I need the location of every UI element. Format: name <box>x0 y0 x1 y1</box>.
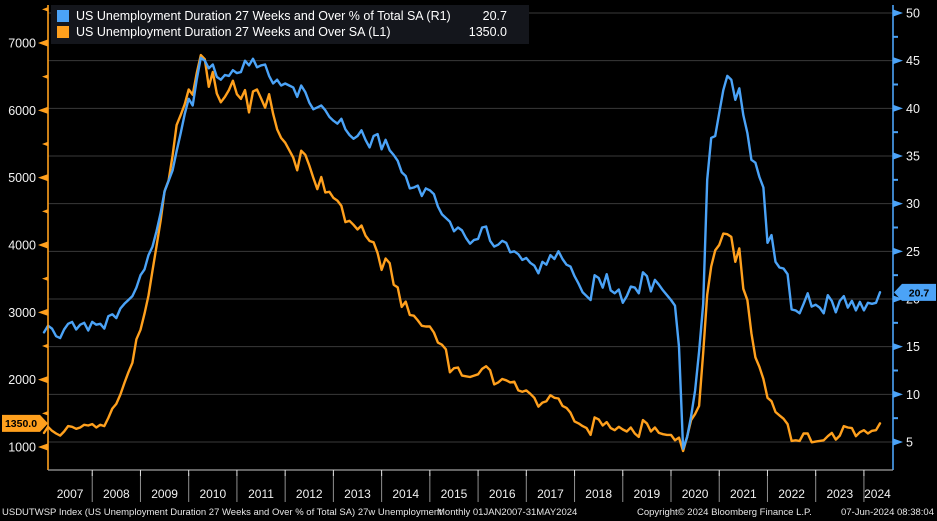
svg-text:2020: 2020 <box>682 487 709 501</box>
svg-text:2009: 2009 <box>151 487 178 501</box>
svg-text:10: 10 <box>906 388 920 402</box>
legend-row-share[interactable]: US Unemployment Duration 27 Weeks and Ov… <box>57 8 521 24</box>
svg-text:2018: 2018 <box>585 487 612 501</box>
status-bar: USDUTWSP Index (US Unemployment Duration… <box>0 504 937 521</box>
right-axis: 5101520253035404550 <box>892 5 920 470</box>
legend[interactable]: US Unemployment Duration 27 Weeks and Ov… <box>51 5 529 44</box>
svg-text:40: 40 <box>906 102 920 116</box>
svg-text:2008: 2008 <box>103 487 130 501</box>
svg-text:2017: 2017 <box>537 487 564 501</box>
svg-text:2007: 2007 <box>57 487 84 501</box>
x-axis-years: 2007 2008 2009 2010 2011 2012 2013 2014 2015 2016… <box>48 469 893 502</box>
svg-text:2000: 2000 <box>8 373 36 387</box>
svg-text:2023: 2023 <box>826 487 853 501</box>
svg-text:2013: 2013 <box>344 487 371 501</box>
security-description: USDUTWSP Index (US Unemployment Duration… <box>2 507 442 518</box>
svg-text:2014: 2014 <box>392 487 419 501</box>
orange-series-swatch-icon <box>57 26 69 38</box>
svg-text:1000: 1000 <box>8 441 36 455</box>
legend-value-share: 20.7 <box>482 9 507 23</box>
svg-text:30: 30 <box>906 197 920 211</box>
chart-period: Monthly 01JAN2007-31MAY2024 <box>437 507 578 518</box>
legend-label-share: US Unemployment Duration 27 Weeks and Ov… <box>76 9 451 23</box>
svg-text:6000: 6000 <box>8 104 36 118</box>
last-value-markers: 1350.0 20.7 <box>2 283 936 432</box>
svg-text:2021: 2021 <box>730 487 757 501</box>
svg-text:3000: 3000 <box>8 306 36 320</box>
svg-text:2022: 2022 <box>778 487 805 501</box>
left-axis: 1000 2000 3000 4000 5000 6000 7000 <box>8 5 49 470</box>
svg-text:2011: 2011 <box>248 487 274 501</box>
svg-text:4000: 4000 <box>8 239 36 253</box>
legend-value-level: 1350.0 <box>468 25 507 39</box>
svg-text:2012: 2012 <box>296 487 323 501</box>
svg-text:45: 45 <box>906 54 920 68</box>
svg-text:5: 5 <box>906 436 913 450</box>
svg-text:2010: 2010 <box>199 487 226 501</box>
svg-text:2016: 2016 <box>489 487 516 501</box>
svg-text:2015: 2015 <box>441 487 468 501</box>
svg-text:25: 25 <box>906 245 920 259</box>
blue-series-swatch-icon <box>57 10 69 22</box>
gridlines <box>48 12 893 443</box>
copyright-text: Copyright© 2024 Bloomberg Finance L.P. <box>637 507 812 518</box>
svg-text:7000: 7000 <box>8 37 36 51</box>
series-unemployment-share-line[interactable] <box>42 56 882 450</box>
svg-text:5000: 5000 <box>8 171 36 185</box>
legend-label-level: US Unemployment Duration 27 Weeks and Ov… <box>76 25 391 39</box>
svg-text:20.7: 20.7 <box>909 287 930 299</box>
svg-text:50: 50 <box>906 7 920 21</box>
svg-text:15: 15 <box>906 340 920 354</box>
svg-text:2019: 2019 <box>634 487 661 501</box>
svg-text:35: 35 <box>906 150 920 164</box>
legend-row-level[interactable]: US Unemployment Duration 27 Weeks and Ov… <box>57 24 521 40</box>
svg-text:1350.0: 1350.0 <box>5 418 37 430</box>
svg-text:2024: 2024 <box>864 487 891 501</box>
timestamp: 07-Jun-2024 08:38:04 <box>841 507 934 518</box>
series-unemployment-level-line[interactable] <box>42 53 882 453</box>
